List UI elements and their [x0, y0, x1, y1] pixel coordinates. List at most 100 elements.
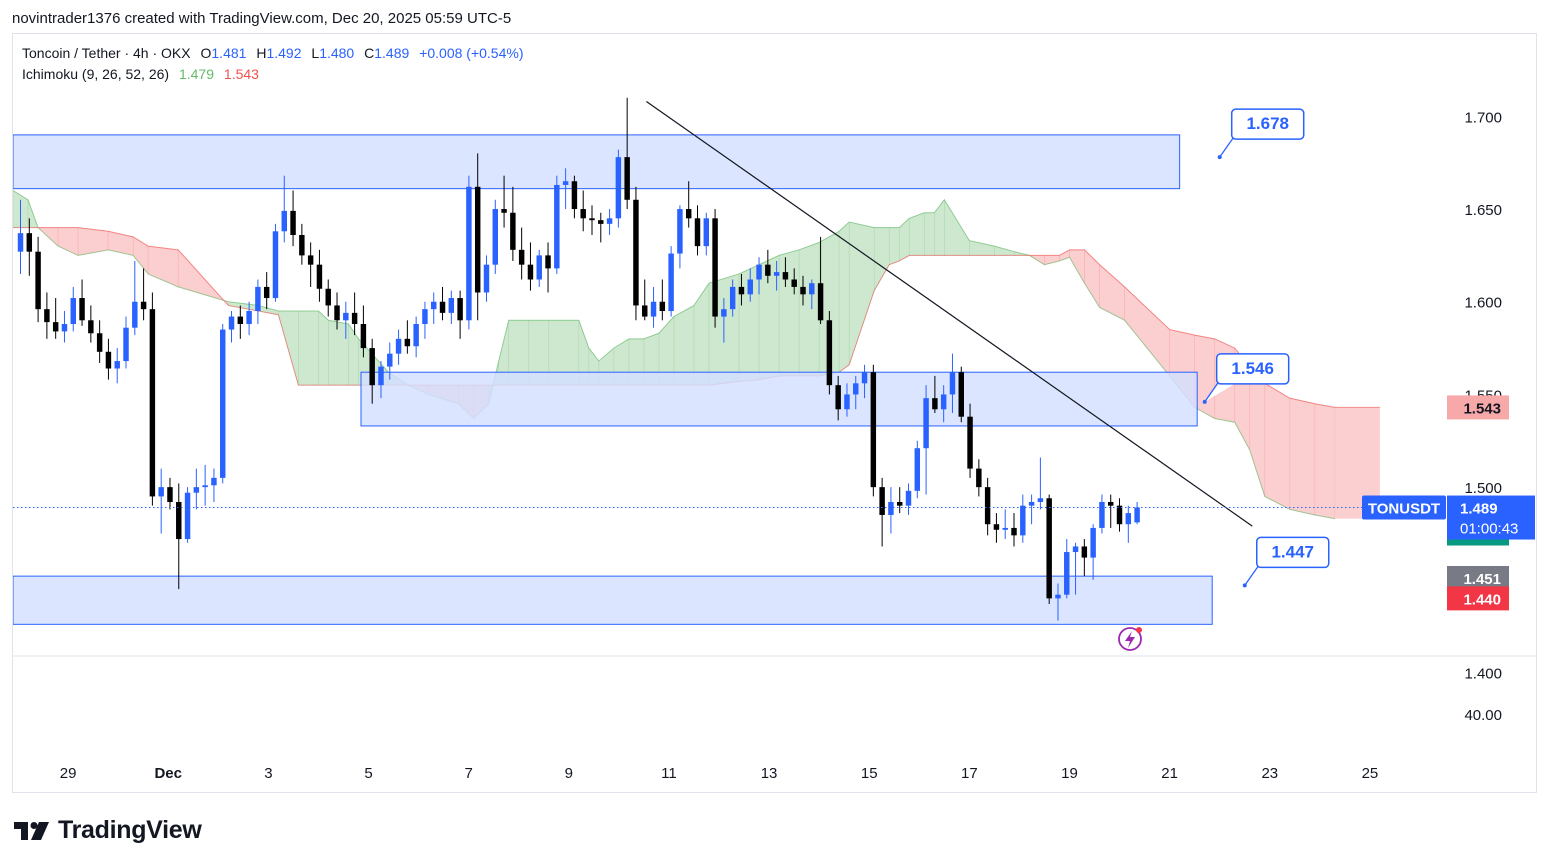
price-badge: 1.440: [1447, 586, 1509, 611]
candle-body: [554, 184, 560, 269]
candle: [439, 286, 446, 321]
candle: [474, 153, 481, 321]
ichimoku-label[interactable]: Ichimoku (9, 26, 52, 26): [22, 66, 170, 82]
candle-body: [88, 320, 94, 334]
price-badge-bg: [1447, 565, 1509, 590]
callout-anchor-dot: [1202, 399, 1207, 404]
ichimoku-cloud-segment: [838, 221, 850, 373]
candle-body: [263, 286, 270, 299]
candle-body: [510, 212, 516, 250]
ichimoku-cloud-segment: [848, 221, 875, 365]
candle: [659, 279, 666, 321]
ichimoku-cloud-segment: [693, 282, 710, 386]
candle: [176, 483, 182, 590]
candle: [334, 292, 340, 330]
candle-body: [984, 487, 991, 525]
candle-body: [809, 283, 815, 295]
tradingview-wordmark: TradingView: [58, 816, 202, 844]
candle: [844, 383, 850, 417]
candle-body: [334, 305, 340, 321]
candle-body: [70, 298, 76, 324]
candle-body: [114, 361, 120, 369]
candle-body: [316, 264, 323, 289]
ichimoku-cloud-segment: [77, 227, 109, 256]
lightning-event-icon: [1118, 627, 1142, 651]
candle-body: [685, 209, 692, 219]
change-value: +0.008 (+0.54%): [419, 45, 524, 61]
descending-trendline: [646, 101, 1253, 527]
ichimoku-cloud-segment: [1194, 334, 1216, 420]
candle: [1064, 539, 1070, 599]
candle: [712, 209, 718, 328]
candle-body: [360, 323, 367, 349]
candle-body: [26, 233, 33, 252]
open-label: O: [200, 45, 212, 61]
bar-countdown: 01:00:43: [1460, 521, 1518, 538]
candle-body: [1055, 594, 1061, 599]
candle: [501, 175, 507, 228]
candle-body: [782, 272, 789, 280]
candle-body: [914, 448, 921, 491]
candle: [809, 279, 815, 310]
candle: [589, 205, 595, 236]
symbol-description[interactable]: Toncoin / Tether · 4h · OKX: [22, 45, 191, 61]
x-axis-tick-label: 29: [60, 765, 77, 782]
candle-body: [721, 309, 727, 317]
price-badge-bg: [1447, 395, 1509, 420]
ichimoku-cloud-segment: [944, 198, 970, 256]
candle: [518, 227, 525, 280]
ichimoku-cloud-segment: [923, 212, 935, 256]
candle: [88, 305, 94, 343]
last-price-badge: 1.489 01:00:43: [1447, 495, 1535, 540]
candle: [105, 338, 112, 380]
senkou-span-a-line: [13, 190, 1335, 520]
tradingview-logo[interactable]: TradingView: [14, 816, 202, 845]
symbol-tag-bg: [1362, 495, 1446, 520]
candle-body: [518, 249, 525, 265]
price-callout: 1.678: [1217, 108, 1305, 160]
candle: [835, 375, 841, 421]
candle-body: [1090, 527, 1096, 558]
y-axis-tick-label: 1.500: [1464, 480, 1502, 497]
price-badge: 1.451: [1447, 565, 1509, 590]
x-axis-tick-label: 3: [264, 765, 272, 782]
candle-body: [949, 372, 956, 395]
callout-pointer: [1219, 136, 1250, 158]
candle-body: [1125, 513, 1132, 525]
candle-body: [158, 487, 164, 497]
candle-body: [378, 366, 384, 386]
candle: [1125, 505, 1132, 543]
candle-body: [483, 264, 490, 293]
candle-body: [598, 220, 604, 224]
candle-body: [738, 286, 745, 295]
candle-body: [387, 353, 393, 367]
candle: [888, 487, 894, 534]
candle: [466, 175, 472, 330]
candle-body: [756, 264, 762, 280]
candle-body: [343, 312, 349, 321]
candle-body: [369, 348, 375, 386]
ichimoku-cloud-segment: [1069, 249, 1085, 285]
candle-body: [870, 372, 877, 488]
candle-body: [439, 301, 446, 313]
price-badge-text: 1.440: [1463, 591, 1501, 608]
ichimoku-legend[interactable]: Ichimoku (9, 26, 52, 26) 1.479 1.543: [22, 66, 265, 82]
symbol-legend[interactable]: Toncoin / Tether · 4h · OKX O1.481 H1.49…: [22, 45, 529, 61]
candle: [158, 468, 164, 534]
candle: [633, 186, 639, 321]
candle-body: [571, 181, 578, 210]
x-axis-tick-label: 23: [1261, 765, 1278, 782]
symbol-tag-text: TONUSDT: [1368, 501, 1440, 518]
candle-body: [580, 209, 586, 219]
candle: [694, 205, 701, 256]
candle-body: [132, 301, 138, 328]
x-axis-tick-label: 25: [1362, 765, 1379, 782]
candle-body: [474, 186, 481, 293]
candle-body: [492, 209, 499, 265]
candle-body: [536, 255, 542, 280]
ichimoku-cloud-segment: [873, 227, 890, 292]
candle-body: [290, 210, 296, 236]
candle: [184, 487, 191, 543]
candle: [255, 279, 261, 324]
